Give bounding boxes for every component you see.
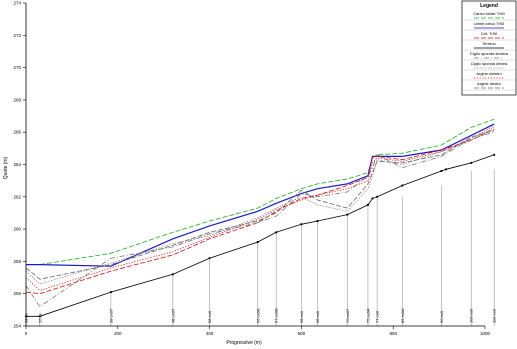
data-point: [316, 219, 319, 223]
y-tick-label: 260: [13, 227, 21, 232]
data-point: [300, 223, 303, 226]
y-tick-label: 264: [13, 162, 21, 167]
data-point: [208, 257, 211, 260]
data-point: [470, 161, 473, 164]
y-tick-label: 262: [13, 194, 21, 199]
station-label: 68 ex0: [299, 310, 304, 323]
y-axis-label: Quote (m): [3, 156, 9, 179]
station-label: 85 ex0A: [400, 308, 405, 323]
data-point: [371, 197, 374, 200]
station-label: 48 ex07: [170, 308, 175, 323]
y-tick-label: 256: [13, 291, 21, 296]
series-line: [26, 118, 495, 266]
y-tick-label: 272: [13, 33, 21, 38]
legend-entry-label: Carico totale Tr50: [473, 11, 505, 16]
y-tick-label: 274: [13, 1, 21, 6]
x-tick-label: 800: [389, 331, 397, 336]
y-tick-label: 268: [13, 97, 21, 102]
series-line: [25, 130, 495, 280]
station-label: 68 ex0: [315, 310, 320, 323]
data-point: [366, 203, 370, 206]
station-label: 90 ex0: [439, 310, 444, 323]
data-point: [38, 315, 41, 318]
data-point: [171, 273, 174, 276]
x-tick-label: 200: [114, 331, 122, 336]
x-tick-label: 0: [25, 331, 28, 336]
data-point: [401, 184, 404, 187]
x-tick-label: 400: [206, 331, 214, 336]
y-tick-label: 254: [13, 324, 21, 329]
data-point: [275, 231, 278, 234]
series-line: [26, 123, 495, 267]
legend-entry-label: Ciglio sponda destra: [471, 61, 508, 66]
station-label: 75 ex0A: [365, 308, 370, 323]
data-point: [440, 169, 443, 173]
legend-entry-label: Terreno: [482, 41, 496, 46]
data-point: [444, 168, 448, 171]
legend: Legend Carico totale Tr50 Limite idrico T…: [461, 0, 517, 96]
legend-entry-label: Limite idrico Tr50: [474, 21, 505, 26]
station-label: 26 ex: [37, 313, 42, 323]
station-label: 38 ex07: [108, 308, 113, 323]
legend-entry-label: Argine sinistro: [476, 71, 502, 76]
data-point: [109, 290, 113, 294]
series-line: [25, 131, 495, 308]
data-point: [256, 240, 259, 244]
series-line: [25, 128, 495, 295]
legend-entry-label: Crit. Tr50: [481, 31, 498, 36]
station-label: 67 ex0B: [274, 308, 279, 323]
x-tick-label: 600: [298, 331, 306, 336]
station-label: 58 ex0: [207, 310, 212, 323]
station-label: 66 ex0A: [255, 308, 260, 323]
station-label: 100 ex0: [469, 308, 474, 323]
legend-entry-label: Argine destro: [477, 81, 502, 86]
data-point: [376, 195, 379, 198]
x-axis-label: Progressive (m): [226, 340, 262, 346]
y-tick-label: 258: [13, 259, 21, 264]
y-tick-label: 270: [13, 65, 21, 70]
y-tick-label: 266: [13, 130, 21, 135]
axes: 254 256 258 260 262 264 266 268 270 272 274 0 200 400…: [13, 1, 490, 337]
x-tick-label: 1000: [480, 331, 491, 336]
data-point: [346, 213, 349, 216]
station-label: 110 ex0: [492, 308, 497, 323]
legend-title: Legend: [480, 3, 498, 9]
station-label: 70 ex07: [345, 308, 350, 323]
data-point: [493, 153, 496, 156]
station-label: 77 ex0: [375, 310, 380, 323]
legend-entry-label: Ciglio sponda sinistra: [470, 51, 509, 56]
